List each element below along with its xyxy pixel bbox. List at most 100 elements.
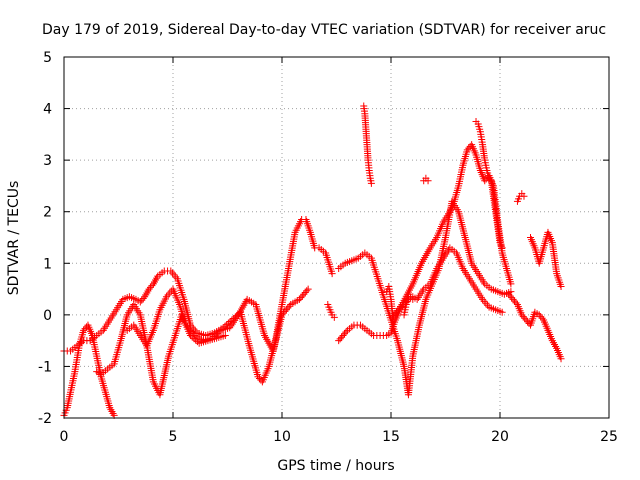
data-point <box>282 306 290 314</box>
series-trace-12 <box>527 228 565 290</box>
data-point <box>212 331 220 339</box>
axis-ticks <box>63 56 610 419</box>
data-point <box>279 309 287 317</box>
data-point <box>221 331 229 339</box>
y-tick-labels: -2 -1 0 1 2 3 4 5 <box>38 50 52 427</box>
data-point <box>215 328 223 336</box>
data-point <box>465 144 473 152</box>
data-point <box>330 313 338 321</box>
series-trace-8 <box>360 102 375 187</box>
data-point <box>481 177 489 185</box>
data-point <box>170 271 178 279</box>
data-point <box>139 295 147 303</box>
x-tick-label: 0 <box>60 429 69 445</box>
x-axis-title: GPS time / hours <box>277 458 394 474</box>
series-trace-6 <box>335 197 515 399</box>
data-point <box>508 294 516 302</box>
data-point <box>498 244 506 252</box>
data-point <box>297 294 305 302</box>
data-point <box>509 295 517 303</box>
series-trace-10 <box>505 290 565 363</box>
data-point <box>340 330 348 338</box>
data-point <box>190 335 198 343</box>
series-trace-13 <box>420 174 432 185</box>
data-point <box>278 311 286 319</box>
data-point <box>335 337 343 345</box>
series-trace-9 <box>472 117 506 252</box>
x-tick-labels: 0 5 10 15 20 25 <box>60 429 618 445</box>
data-point <box>281 307 289 315</box>
x-tick-label: 20 <box>491 429 509 445</box>
data-point <box>185 325 193 333</box>
data-point <box>186 326 194 334</box>
data-point <box>285 302 293 310</box>
data-point <box>213 329 221 337</box>
data-point <box>284 304 292 312</box>
data-point <box>148 282 156 290</box>
y-tick-label: 4 <box>43 102 52 118</box>
data-point <box>303 287 311 295</box>
data-point <box>146 283 154 291</box>
data-point <box>506 292 514 300</box>
data-point <box>342 328 350 336</box>
data-point <box>254 373 262 381</box>
data-point <box>189 330 197 338</box>
data-point <box>409 295 417 303</box>
data-point <box>138 296 146 304</box>
data-point <box>519 313 527 321</box>
data-point <box>336 335 344 343</box>
data-point <box>537 313 545 321</box>
data-point <box>298 292 306 300</box>
y-tick-label: 1 <box>43 256 52 272</box>
series-trace-11 <box>513 190 528 205</box>
chart-title: Day 179 of 2019, Sidereal Day-to-day VTE… <box>42 22 606 38</box>
x-tick-label: 25 <box>600 429 618 445</box>
gridlines <box>64 57 609 418</box>
plot-frame <box>63 56 610 419</box>
data-point <box>166 289 174 297</box>
data-point <box>145 285 153 293</box>
data-point <box>168 269 176 277</box>
y-tick-label: 3 <box>43 153 52 169</box>
y-tick-label: -1 <box>38 359 52 375</box>
data-point <box>389 316 397 324</box>
data-point <box>511 297 519 305</box>
y-tick-label: 5 <box>43 50 52 66</box>
data-point <box>518 311 526 319</box>
x-tick-label: 10 <box>273 429 291 445</box>
data-point <box>338 333 346 341</box>
data-point <box>255 374 263 382</box>
data-point <box>367 179 375 187</box>
series-trace-7 <box>387 141 515 324</box>
data-point <box>80 326 88 334</box>
data-point <box>424 177 432 185</box>
data-point <box>184 323 192 331</box>
series-trace-14 <box>400 290 417 319</box>
data-point <box>208 334 216 342</box>
data-point <box>339 331 347 339</box>
data-point <box>512 299 520 307</box>
data-marks <box>60 102 565 419</box>
data-point <box>522 316 530 324</box>
series-trace-4 <box>123 285 312 355</box>
data-point <box>498 308 506 316</box>
y-tick-label: 2 <box>43 205 52 221</box>
data-point <box>301 289 309 297</box>
data-point <box>524 318 532 326</box>
data-point <box>535 311 543 319</box>
data-point <box>188 328 196 336</box>
data-point <box>520 192 528 200</box>
data-point <box>295 295 303 303</box>
data-point <box>521 314 529 322</box>
x-tick-label: 5 <box>169 429 178 445</box>
data-point <box>136 298 144 306</box>
data-point <box>507 280 515 288</box>
data-point <box>182 321 190 329</box>
data-point <box>557 282 565 290</box>
data-point <box>300 290 308 298</box>
data-point <box>505 290 513 298</box>
data-point <box>557 355 565 363</box>
data-point <box>482 299 490 307</box>
data-point <box>81 325 89 333</box>
y-tick-label: -2 <box>38 411 52 427</box>
